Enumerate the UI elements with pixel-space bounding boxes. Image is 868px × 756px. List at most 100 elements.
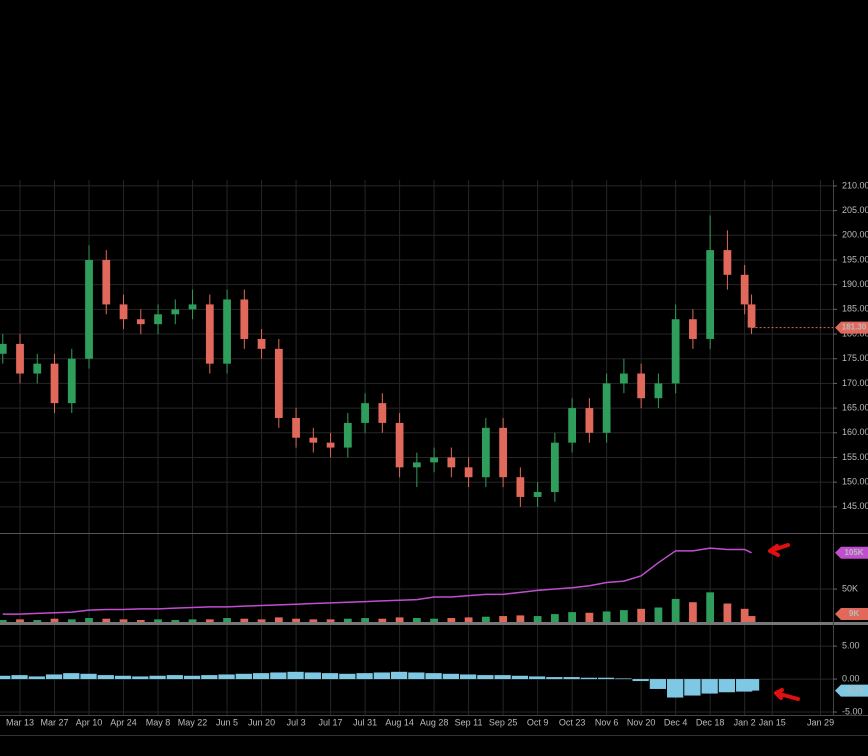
osc-bar bbox=[28, 676, 45, 680]
volume-bar bbox=[671, 598, 680, 622]
osc-bar bbox=[718, 679, 736, 693]
osc-bar bbox=[132, 676, 149, 680]
y-tick-label: 195.00 bbox=[842, 254, 868, 264]
volume-bar bbox=[723, 603, 732, 622]
x-tick-label: Sep 11 bbox=[455, 717, 483, 727]
volume-bar bbox=[550, 614, 559, 622]
annotation-arrow bbox=[774, 688, 800, 701]
candle-body bbox=[740, 274, 749, 305]
volume-bar bbox=[654, 607, 663, 622]
candle-body bbox=[620, 373, 628, 384]
x-tick-label: May 8 bbox=[146, 717, 171, 727]
osc-bar bbox=[149, 675, 166, 680]
price-tag-label: 9K bbox=[849, 609, 859, 618]
x-tick-label: Apr 10 bbox=[76, 717, 103, 727]
y-tick-label: 200.00 bbox=[842, 230, 868, 240]
pane-separator bbox=[0, 622, 868, 625]
x-tick-label: Jan 2 bbox=[734, 717, 756, 727]
osc-bar bbox=[684, 679, 701, 696]
x-tick-label: Oct 9 bbox=[527, 717, 549, 727]
x-tick-label: Mar 27 bbox=[41, 717, 69, 727]
candle-body bbox=[119, 304, 128, 320]
osc-bar bbox=[408, 672, 425, 680]
volume-bar bbox=[568, 612, 577, 622]
candle-body bbox=[292, 417, 300, 438]
x-tick-label: Aug 14 bbox=[385, 717, 414, 727]
y-tick-label: 150.00 bbox=[842, 477, 868, 487]
osc-bar bbox=[339, 673, 356, 680]
candle-body bbox=[550, 442, 559, 493]
candle-body bbox=[85, 259, 93, 359]
y-tick-label: 160.00 bbox=[842, 427, 868, 437]
volume-line bbox=[2, 547, 752, 615]
candle-body bbox=[171, 309, 180, 315]
volume-bar bbox=[585, 612, 594, 622]
volume-bar bbox=[481, 616, 490, 622]
volume-bar bbox=[430, 618, 438, 622]
volume-bar bbox=[136, 620, 145, 622]
volume-bar bbox=[188, 619, 197, 622]
price-tag-label: 105K bbox=[844, 548, 863, 557]
candle-body bbox=[223, 299, 231, 364]
volume-bar bbox=[67, 619, 76, 622]
osc-bar bbox=[183, 675, 201, 680]
osc-bar bbox=[373, 672, 390, 680]
candle-body bbox=[654, 383, 663, 399]
x-tick-label: Nov 6 bbox=[595, 717, 619, 727]
osc-bar bbox=[270, 672, 287, 680]
volume-bar bbox=[119, 619, 128, 622]
marks bbox=[0, 215, 760, 698]
y-tick-label: 205.00 bbox=[842, 205, 868, 215]
osc-bar bbox=[459, 674, 477, 680]
osc-bar bbox=[356, 673, 373, 680]
x-tick-label: Apr 24 bbox=[110, 717, 137, 727]
volume-bar bbox=[499, 616, 507, 622]
volume-bar bbox=[326, 619, 335, 622]
candle-body bbox=[706, 250, 715, 339]
x-tick-label: Oct 23 bbox=[559, 717, 586, 727]
x-tick-label: Jul 17 bbox=[319, 717, 343, 727]
candle-body bbox=[723, 250, 732, 275]
osc-bar bbox=[0, 675, 11, 680]
volume-bar bbox=[412, 618, 421, 622]
volume-bar bbox=[274, 617, 283, 622]
osc-bar bbox=[321, 673, 339, 680]
candle-body bbox=[430, 457, 438, 463]
volume-bar bbox=[102, 618, 111, 622]
osc-bar bbox=[563, 677, 580, 680]
osc-bar bbox=[546, 677, 563, 680]
volume-bar bbox=[257, 619, 266, 622]
candle-body bbox=[188, 304, 197, 310]
x-tick-label: Aug 28 bbox=[420, 717, 449, 727]
osc-bar bbox=[63, 673, 80, 680]
osc-bar bbox=[511, 675, 528, 680]
volume-bar bbox=[637, 608, 646, 622]
candle-body bbox=[154, 314, 162, 325]
candle-body bbox=[205, 304, 214, 364]
osc-bar bbox=[598, 677, 615, 680]
volume-bar bbox=[16, 619, 24, 622]
volume-bar bbox=[33, 620, 42, 622]
x-tick-label: Mar 13 bbox=[6, 717, 34, 727]
volume-bar bbox=[464, 617, 473, 622]
osc-bar bbox=[235, 673, 252, 680]
volume-bar bbox=[205, 619, 214, 622]
candle-body bbox=[637, 373, 646, 399]
price-tag bbox=[835, 321, 868, 334]
y-tick-label: 210.00 bbox=[842, 180, 868, 190]
y-tick-label: 0.00 bbox=[842, 673, 860, 683]
candle-body bbox=[102, 259, 111, 305]
osc-bar bbox=[304, 672, 321, 680]
candle-body bbox=[240, 299, 249, 339]
osc-bar bbox=[742, 679, 760, 691]
volume-bar bbox=[395, 617, 404, 622]
osc-bar bbox=[615, 678, 632, 680]
osc-bar bbox=[252, 673, 270, 680]
osc-bar bbox=[390, 671, 408, 680]
x-tick-label: Sep 25 bbox=[489, 717, 518, 727]
candle-body bbox=[67, 358, 76, 404]
volume-bar bbox=[292, 618, 300, 622]
candle-body bbox=[274, 348, 283, 418]
